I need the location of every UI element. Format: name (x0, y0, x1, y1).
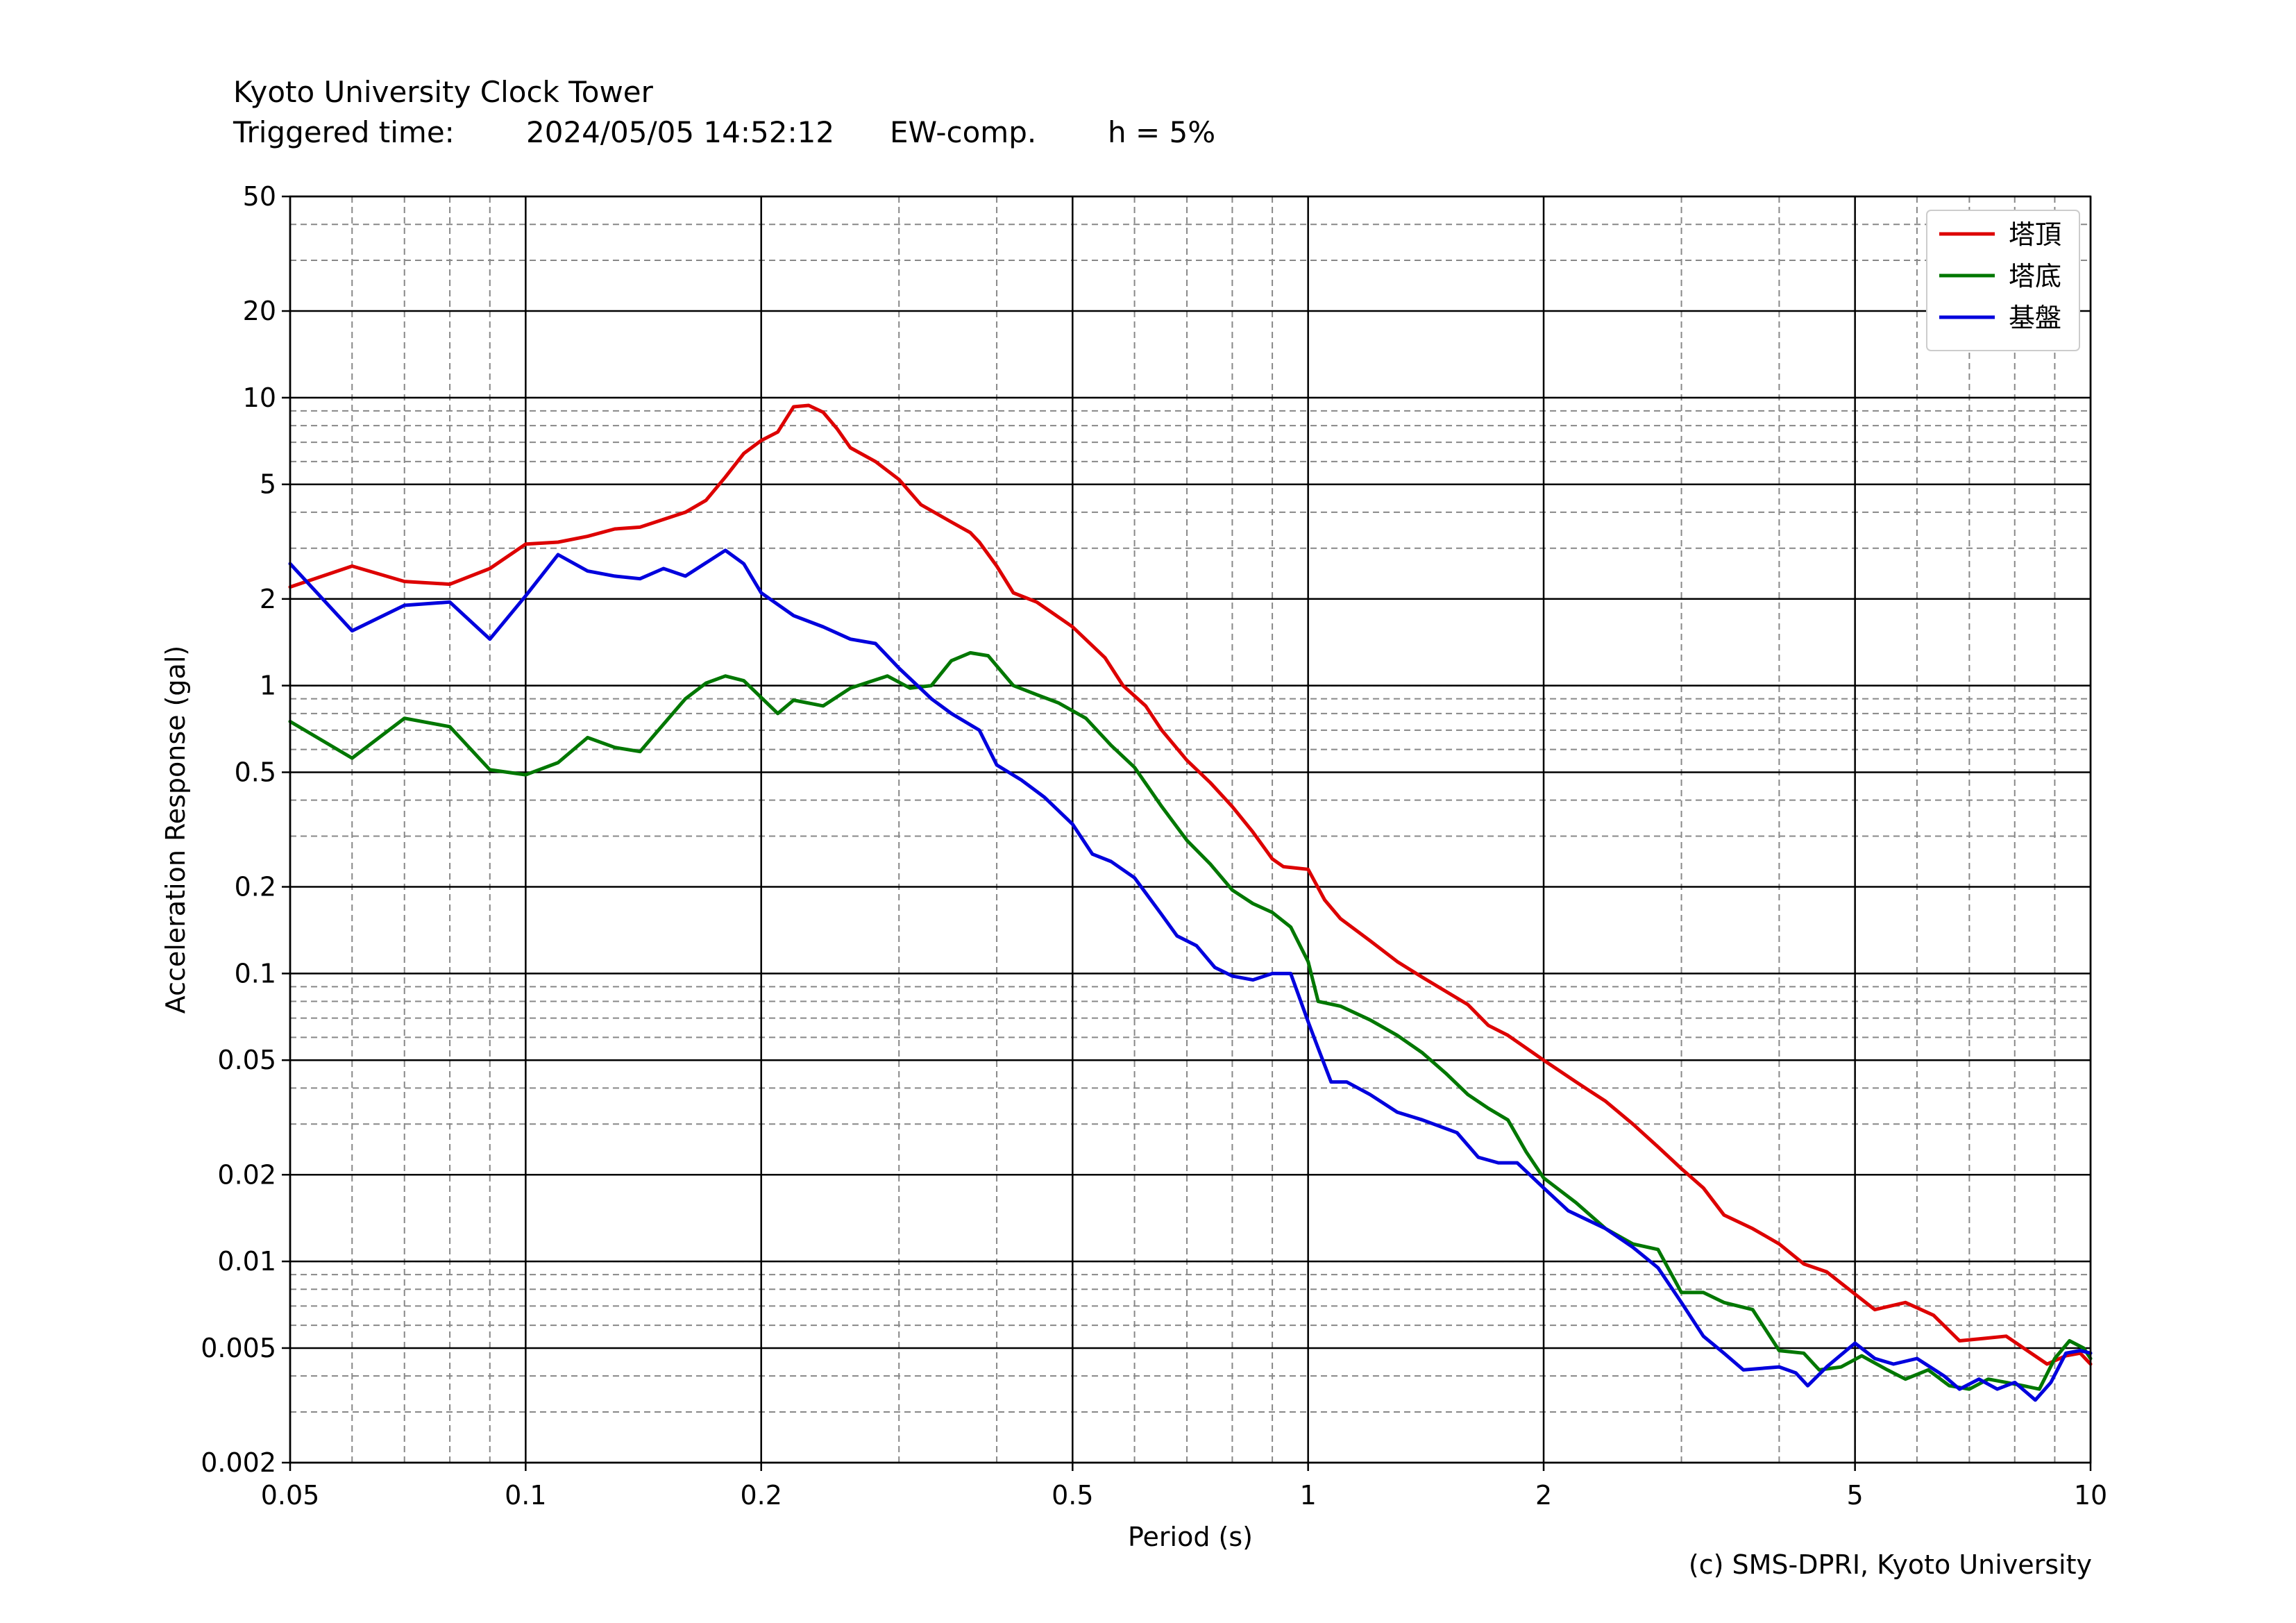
triggered-time-value: 2024/05/05 14:52:12 (526, 115, 835, 149)
series-line-1 (288, 403, 2093, 1366)
y-tick-label: 1 (260, 671, 276, 701)
y-tick-label: 0.1 (235, 958, 276, 989)
y-tick-label: 20 (243, 296, 276, 326)
x-tick-label: 0.2 (740, 1480, 782, 1511)
minor-grid (289, 196, 2091, 1463)
x-tick-label: 10 (2074, 1480, 2107, 1511)
x-tick-label: 2 (1535, 1480, 1552, 1511)
y-tick-label: 0.5 (235, 757, 276, 787)
y-tick-label: 0.002 (201, 1447, 276, 1478)
series-layer (288, 403, 2093, 1402)
y-tick-label: 50 (243, 181, 276, 212)
triggered-time-label: Triggered time: (233, 115, 455, 149)
x-axis-label: Period (s) (1128, 1522, 1253, 1552)
x-tick-label: 0.5 (1052, 1480, 1093, 1511)
component-label: EW-comp. (890, 115, 1037, 149)
x-tick-label: 0.1 (505, 1480, 546, 1511)
y-tick-label: 0.05 (217, 1045, 276, 1075)
y-tick-label: 10 (243, 382, 276, 413)
x-tick-label: 5 (1847, 1480, 1864, 1511)
x-tick-label: 1 (1300, 1480, 1317, 1511)
y-tick-label: 0.2 (235, 872, 276, 902)
series-line-2 (288, 650, 2093, 1391)
series-line-3 (288, 548, 2093, 1402)
legend-label: 塔底 (2009, 261, 2061, 292)
y-tick-label: 5 (260, 469, 276, 500)
axis-ticks: 0.05 0.1 0.2 0.5 1 2 5 10 0.002 0.005 0.01 0.02 0.05… (201, 181, 2107, 1511)
y-tick-label: 0.02 (217, 1159, 276, 1190)
y-axis-label: Acceleration Response (gal) (160, 646, 191, 1014)
y-tick-label: 2 (260, 584, 276, 614)
y-tick-label: 0.01 (217, 1246, 276, 1277)
legend-label: 塔頂 (2009, 219, 2061, 250)
legend-label: 基盤 (2009, 303, 2061, 333)
credit-text: (c) SMS-DPRI, Kyoto University (1688, 1549, 2092, 1580)
major-grid (289, 195, 2092, 1464)
plot-frame (289, 195, 2092, 1464)
x-tick-label: 0.05 (261, 1480, 320, 1511)
y-tick-label: 0.005 (201, 1333, 276, 1363)
damping-label: h = 5% (1108, 115, 1216, 149)
chart-title: Kyoto University Clock Tower (233, 75, 653, 109)
